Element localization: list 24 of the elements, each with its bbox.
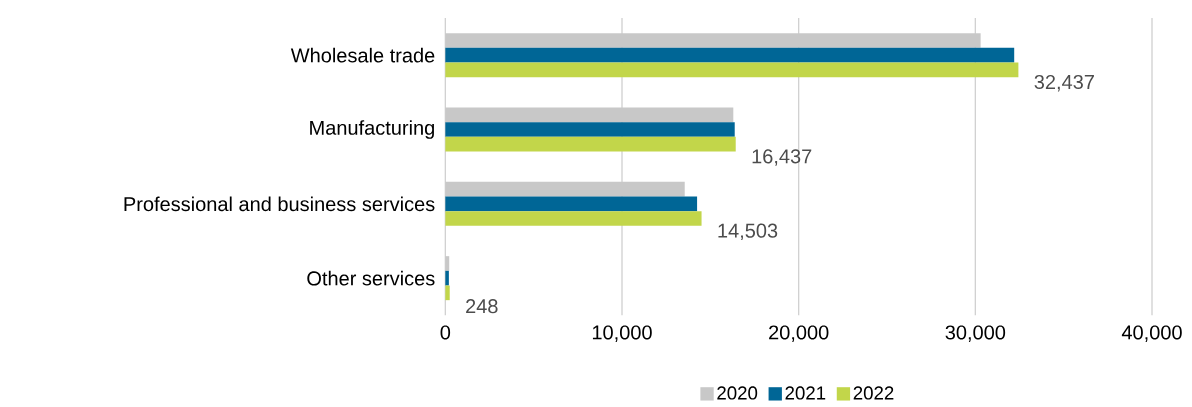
data-label: 32,437 [1034, 75, 1094, 92]
data-label: 16,437 [752, 149, 812, 166]
y-tick-label: Professional and business services [124, 196, 435, 212]
legend-label: 2020 [717, 386, 758, 400]
x-tick-label: 40,000 [1121, 325, 1182, 343]
legend-label: 2021 [785, 386, 826, 400]
bar [445, 136, 736, 152]
y-tick-label: Manufacturing [310, 120, 434, 139]
data-label: 248 [466, 299, 498, 314]
x-tick-label: 30,000 [945, 325, 1006, 343]
x-tick-label: 20,000 [769, 325, 829, 343]
legend-label: 2022 [853, 386, 894, 400]
y-tick-label: Other services [307, 270, 435, 286]
bar [445, 47, 1015, 63]
x-tick-label: 0 [440, 325, 451, 340]
data-label: 14,503 [718, 223, 778, 241]
bar [445, 196, 698, 212]
bar [445, 270, 449, 286]
bar [445, 122, 735, 137]
bar [445, 285, 450, 301]
y-tick-label: Wholesale trade [290, 47, 435, 63]
x-tick-label: 10,000 [592, 325, 652, 343]
bar [445, 211, 702, 226]
bar [445, 62, 1019, 78]
